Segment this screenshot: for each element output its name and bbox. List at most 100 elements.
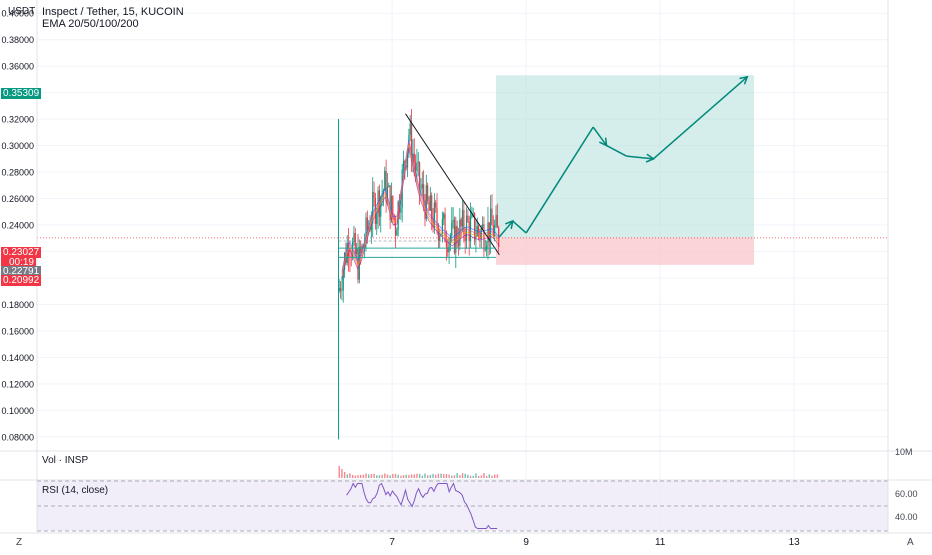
candle-body: [352, 241, 354, 258]
rsi-label[interactable]: RSI (14, close): [42, 485, 109, 496]
candle-body: [421, 184, 423, 189]
volume-bar: [440, 473, 442, 478]
volume-bar: [496, 474, 499, 478]
projection-arrow: [592, 126, 608, 147]
volume-bar: [443, 474, 445, 478]
candle-body: [385, 170, 387, 202]
candle-body: [396, 230, 398, 236]
candle-body: [416, 163, 418, 171]
volume-bar: [349, 473, 351, 478]
price-tick-label: 0.30000: [1, 141, 34, 151]
auto-scale-button[interactable]: A: [907, 537, 914, 548]
volume-bar: [370, 473, 373, 478]
candle-body: [353, 233, 355, 242]
volume-bar: [376, 475, 378, 478]
candle-body: [374, 197, 376, 225]
log-scale-button[interactable]: Z: [16, 537, 23, 548]
volume-scale-label: 10M: [895, 447, 913, 457]
candle-body: [370, 223, 372, 231]
candle-body: [428, 201, 430, 211]
candle-body: [467, 215, 469, 222]
volume-bar: [432, 473, 434, 478]
indicator-label[interactable]: EMA 20/50/100/200: [42, 18, 139, 30]
volume-bar: [408, 475, 410, 478]
volume-bar: [493, 474, 496, 478]
candle-body: [460, 219, 462, 227]
candle-body: [482, 224, 484, 229]
volume-bar: [435, 474, 437, 478]
volume-bar: [477, 475, 480, 478]
volume-bar: [362, 474, 365, 478]
volume-bar: [389, 475, 391, 478]
candle-body: [479, 232, 481, 240]
candle-body: [384, 170, 386, 191]
price-tick-label: 0.28000: [1, 168, 34, 178]
volume-label[interactable]: Vol · INSP: [42, 455, 89, 466]
volume-bar: [357, 475, 359, 478]
candle-body: [400, 207, 402, 213]
candle-body: [342, 270, 344, 291]
candle-body: [496, 214, 498, 228]
candle-body: [448, 241, 450, 253]
candle-body: [486, 245, 488, 250]
volume-bar: [354, 475, 357, 478]
price-tick-label: 0.36000: [1, 62, 34, 72]
candle-body: [495, 214, 497, 226]
volume-bar: [378, 475, 381, 478]
candle-body: [414, 162, 417, 171]
ema-line: [341, 147, 500, 280]
candle-body: [390, 195, 393, 221]
candle-body: [445, 241, 448, 248]
candle-body: [483, 224, 485, 251]
candle-body: [419, 162, 421, 190]
candle-body: [465, 215, 468, 241]
volume-bar: [386, 474, 389, 478]
volume-bar: [384, 473, 386, 478]
candle-body: [429, 195, 431, 211]
volume-bar: [365, 473, 367, 478]
volume-bar: [472, 475, 474, 478]
volume-bar: [402, 475, 405, 478]
candle-body: [457, 242, 460, 246]
volume-bar: [413, 474, 415, 478]
candle-body: [491, 208, 493, 226]
candle-body: [451, 222, 453, 237]
projection-arrow: [525, 126, 594, 234]
stop-zone: [496, 237, 754, 265]
volume-bar: [400, 475, 402, 478]
candle-body: [433, 202, 435, 228]
candle-body: [376, 213, 378, 225]
candle-body: [417, 162, 419, 164]
candle-body: [392, 195, 394, 215]
candle-body: [469, 217, 472, 241]
candle-body: [360, 246, 362, 253]
candle-body: [393, 214, 395, 221]
volume-bar: [467, 474, 469, 478]
candle-body: [494, 225, 496, 237]
drawings: [37, 75, 888, 258]
volume-bar: [359, 475, 362, 478]
time-tick-label: 13: [789, 537, 801, 548]
volume-bar: [424, 473, 426, 478]
currency-label[interactable]: USDT: [8, 6, 36, 17]
price-tick-label: 0.08000: [1, 432, 34, 442]
candle-body: [366, 217, 368, 231]
candle-body: [341, 290, 343, 292]
projection-arrow: [606, 144, 628, 157]
candle-body: [339, 288, 342, 291]
symbol-title: Inspect / Tether, 15, KUCOIN: [42, 6, 184, 18]
candle-body: [461, 209, 464, 227]
volume-bar: [461, 473, 464, 478]
countdown-badge: 00:19: [1, 257, 36, 268]
candle-body: [361, 245, 363, 253]
volume-bar: [397, 474, 399, 478]
volume-bar: [429, 474, 432, 478]
candle-body: [463, 209, 465, 234]
volume-bar: [437, 473, 440, 478]
candle-body: [427, 185, 429, 202]
candle-body: [473, 213, 476, 240]
candle-body: [402, 160, 405, 170]
